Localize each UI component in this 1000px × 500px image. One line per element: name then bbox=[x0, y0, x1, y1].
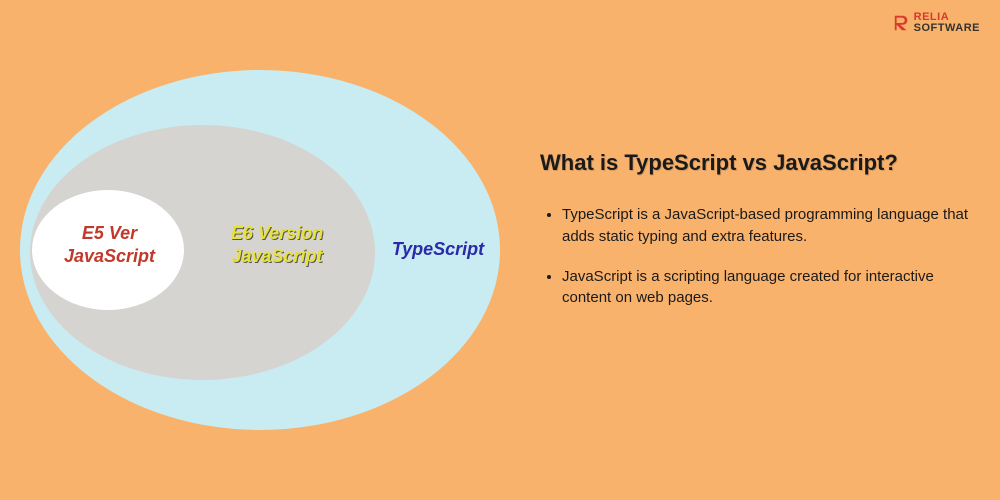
logo-bottom: SOFTWARE bbox=[914, 23, 980, 34]
list-item: TypeScript is a JavaScript-based program… bbox=[562, 204, 970, 248]
label-e6: E6 Version JavaScript bbox=[202, 222, 352, 267]
venn-diagram: E5 Ver JavaScript E6 Version JavaScript … bbox=[20, 70, 500, 430]
logo-r-path bbox=[894, 16, 907, 30]
label-e6-line2: JavaScript bbox=[231, 246, 322, 266]
logo-mark-icon bbox=[893, 14, 911, 32]
page-title: What is TypeScript vs JavaScript? bbox=[540, 150, 970, 176]
label-e5-line2: JavaScript bbox=[64, 246, 155, 266]
brand-logo: RELIA SOFTWARE bbox=[893, 12, 980, 34]
label-ts-text: TypeScript bbox=[392, 239, 484, 259]
label-e5-line1: E5 Ver bbox=[82, 223, 137, 243]
list-item: JavaScript is a scripting language creat… bbox=[562, 266, 970, 310]
logo-text: RELIA SOFTWARE bbox=[914, 12, 980, 34]
bullet-list: TypeScript is a JavaScript-based program… bbox=[540, 204, 970, 309]
label-e5: E5 Ver JavaScript bbox=[52, 222, 167, 267]
content-block: What is TypeScript vs JavaScript? TypeSc… bbox=[540, 150, 970, 327]
label-e6-line1: E6 Version bbox=[231, 223, 323, 243]
label-typescript: TypeScript bbox=[388, 238, 488, 261]
